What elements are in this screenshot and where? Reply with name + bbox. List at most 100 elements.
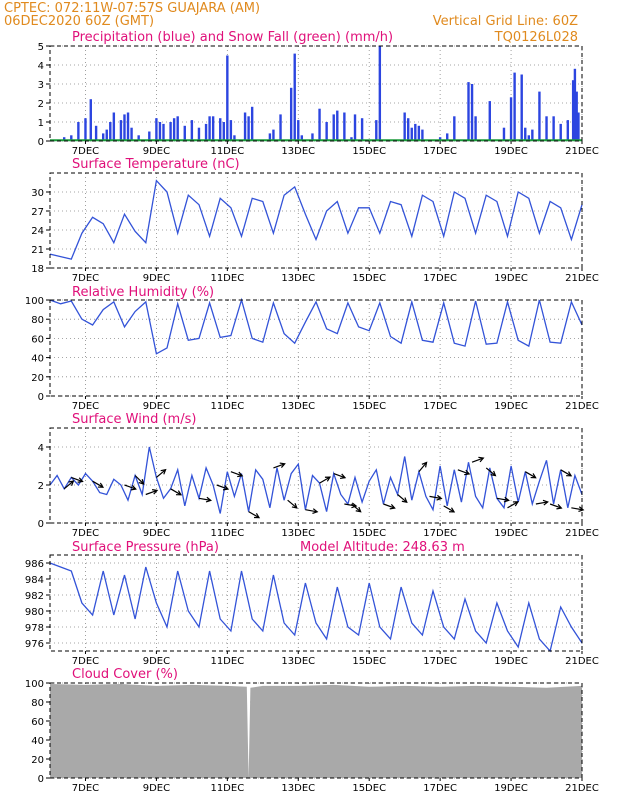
wind-xtick-label: 7DEC [72, 528, 99, 539]
wind-arrow [287, 499, 298, 509]
wind-arrow-shaft [524, 471, 536, 479]
wind-arrow-shaft [397, 494, 408, 503]
precip-bar [204, 123, 208, 141]
wind-arrow-shaft [496, 497, 509, 501]
pres-ytick-label: 976 [25, 639, 44, 650]
wind-arrow-shaft [535, 501, 548, 505]
wind-xtick-label: 15DEC [352, 528, 386, 539]
wind-frame [49, 427, 583, 524]
precip-bar [467, 82, 470, 141]
wind-arrow-shaft [216, 484, 229, 490]
precip-bar [102, 133, 105, 141]
cloud-frame [49, 682, 583, 779]
precip-bar [575, 91, 578, 141]
wind-arrow-head [253, 513, 261, 519]
precip-bar [169, 122, 172, 141]
rh-line [49, 297, 583, 355]
precip-bar [407, 118, 410, 141]
precip-bar [360, 118, 364, 141]
precip-bar [566, 120, 570, 141]
wind-arrow-shaft [319, 476, 331, 484]
wind-arrow-head [389, 503, 396, 510]
precip-title: Precipitation (blue) and Snow Fall (gree… [72, 30, 393, 45]
precip-bar [172, 118, 176, 141]
precip-bar [571, 80, 575, 141]
wind-arrow-shaft [248, 511, 260, 519]
precip-bar [446, 133, 449, 141]
wind-arrow-head [556, 503, 563, 510]
grid-note: Vertical Grid Line: 60Z [433, 14, 578, 29]
wind-arrow-head [138, 479, 145, 485]
wind-arrow-head [578, 506, 585, 513]
wind-arrow [134, 475, 145, 485]
wind-arrow-shaft [383, 503, 395, 509]
wind-arrow-head [237, 471, 244, 478]
wind-arrow-shaft [124, 484, 136, 490]
precip-ytick-label: 0 [38, 137, 44, 148]
precip-bar [453, 116, 456, 141]
wind-xtick-label: 9DEC [143, 528, 170, 539]
wind-arrow-shaft [351, 503, 362, 513]
wind-arrow-shaft [287, 499, 298, 509]
wind-arrow-head [351, 502, 358, 509]
wind-arrow-shaft [571, 507, 584, 511]
wind-arrow-shaft [92, 480, 104, 488]
precip-bar [474, 116, 477, 141]
wind-arrow-head [130, 484, 137, 491]
precip-bar [353, 114, 357, 141]
cloud-panel: 0 20 40 60 80 100 7DEC 9DEC 11DEC 13DEC 15DEC 17DEC… [25, 679, 599, 794]
pres-ytick-label: 978 [25, 623, 44, 634]
precip-bar [158, 122, 162, 141]
wind-arrow [63, 480, 75, 490]
wind-arrow-shaft [273, 463, 285, 469]
precip-bar [226, 55, 229, 141]
cloud-xtick-label: 7DEC [72, 783, 99, 794]
precip-bar [520, 74, 523, 141]
precip-bar [268, 133, 272, 141]
wind-arrow-shaft [134, 475, 145, 485]
wind-arrow-head [478, 456, 485, 463]
cloud-xtick-label: 9DEC [143, 783, 170, 794]
wind-arrow-shaft [305, 509, 318, 513]
pres-panel: 976 978 980 982 984 986 7DEC 9DEC 11DEC 13DEC 15DE… [25, 554, 599, 667]
cloud-ytick-label: 20 [31, 755, 44, 766]
precip-bar [509, 97, 513, 141]
precip-bar [513, 72, 516, 141]
precip-bar [410, 127, 413, 141]
rh-xtick-label: 13DEC [281, 401, 315, 412]
cloud-ytick-label: 60 [31, 717, 44, 728]
cloud-ytick-label: 40 [31, 736, 44, 747]
precip-bar [208, 116, 211, 141]
wind-arrow-head [566, 471, 573, 477]
pres-ytick-label: 982 [25, 591, 44, 602]
precip-bar [243, 112, 247, 141]
precip-bar [84, 118, 87, 141]
wind-xtick-label: 21DEC [565, 528, 599, 539]
pres-xtick-label: 15DEC [352, 656, 386, 667]
temp-ytick-label: 27 [31, 207, 44, 218]
wind-arrow [351, 503, 362, 513]
rh-xtick-label: 9DEC [143, 401, 170, 412]
wind-arrow-shaft [560, 469, 572, 477]
precip-ytick-label: 1 [38, 118, 44, 129]
wind-arrow-head [401, 497, 408, 504]
temp-ytick-label: 18 [31, 264, 44, 275]
precip-xtick-label: 7DEC [72, 146, 99, 157]
pres-xtick-label: 7DEC [72, 656, 99, 667]
wind-arrow-head [503, 496, 510, 503]
precip-bar [190, 120, 194, 141]
cloud-title: Cloud Cover (%) [72, 667, 178, 682]
pres-ytick-label: 980 [25, 607, 44, 618]
wind-arrow-head [339, 473, 347, 480]
rh-ytick-label: 60 [31, 334, 44, 345]
wind-arrow [71, 476, 84, 483]
precip-bar [538, 91, 541, 141]
wind-arrow-head [421, 461, 428, 468]
wind-arrow-head [68, 480, 75, 486]
wind-arrow-shaft [145, 489, 158, 496]
precip-xtick-label: 9DEC [143, 146, 170, 157]
precip-bar [325, 122, 328, 141]
temp-frame [49, 172, 583, 269]
wind-arrow [496, 496, 510, 503]
wind-arrow [156, 468, 167, 478]
